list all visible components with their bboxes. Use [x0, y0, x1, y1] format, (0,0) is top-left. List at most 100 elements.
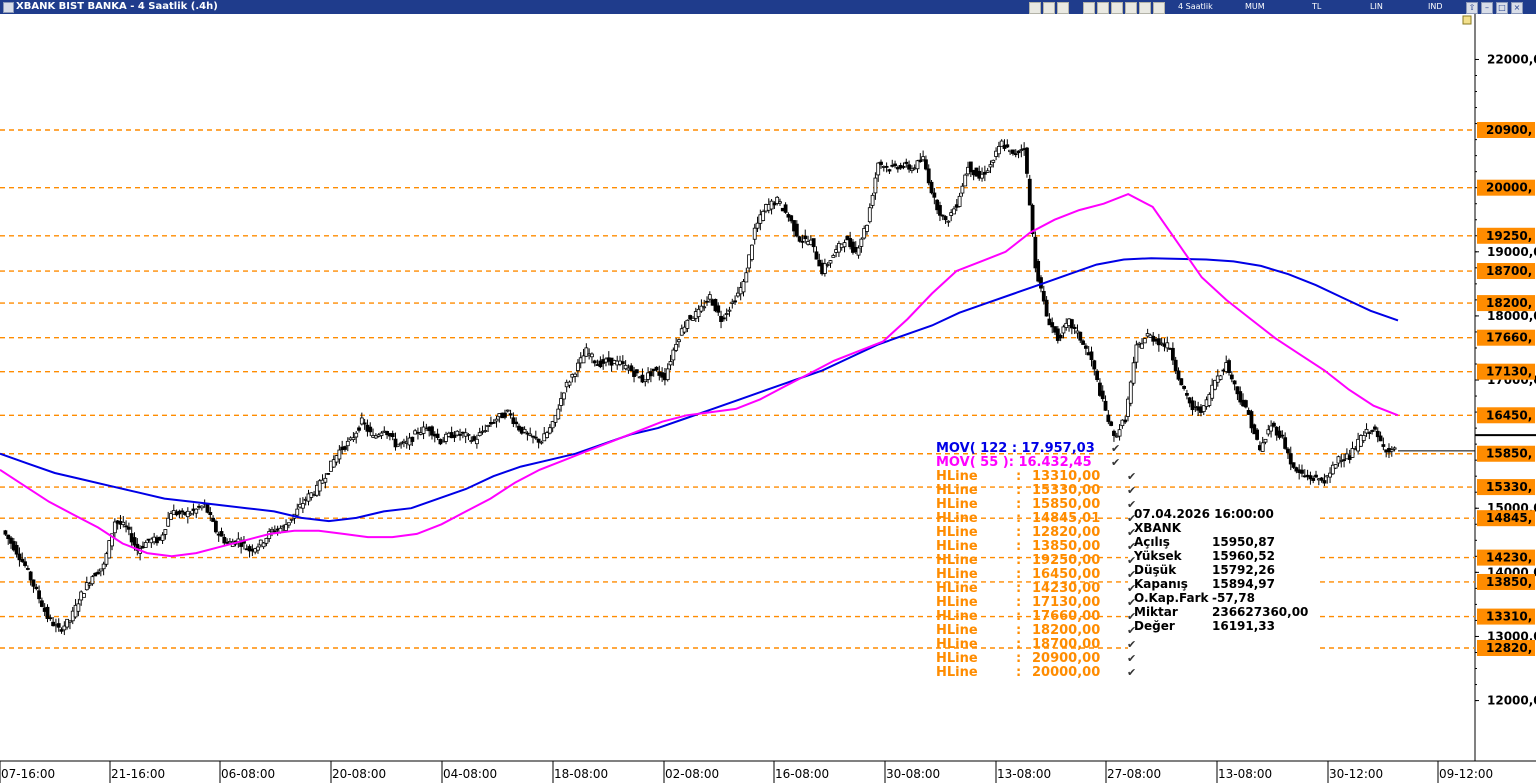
restore-icon[interactable]: ⇧: [1466, 2, 1478, 14]
candle-body[interactable]: [1081, 340, 1085, 345]
candle-body[interactable]: [1342, 459, 1346, 462]
candle-body[interactable]: [699, 305, 704, 312]
candle-body[interactable]: [110, 533, 114, 547]
price-chart[interactable]: 22000,019000,018000,017000,015000,014000…: [0, 14, 1536, 783]
candle-body[interactable]: [921, 156, 926, 161]
candle-body[interactable]: [472, 436, 476, 441]
candle-body[interactable]: [270, 528, 274, 532]
candle-body[interactable]: [665, 368, 670, 381]
candle-body[interactable]: [1361, 435, 1366, 442]
candle-body[interactable]: [1019, 149, 1024, 152]
candle-body[interactable]: [199, 505, 204, 509]
candle-body[interactable]: [247, 546, 252, 552]
toolbar-field-icon[interactable]: [1057, 2, 1069, 14]
chart-type-menu[interactable]: MUM: [1245, 2, 1265, 11]
candle-body[interactable]: [1330, 464, 1335, 475]
candle-body[interactable]: [550, 421, 555, 429]
candle-body[interactable]: [1319, 477, 1324, 481]
candle-body[interactable]: [721, 317, 726, 320]
chart-window-icon[interactable]: [3, 2, 14, 13]
candle-body[interactable]: [870, 194, 875, 206]
candle-body[interactable]: [598, 360, 603, 368]
candle-body[interactable]: [48, 617, 53, 620]
check-icon[interactable]: ✔: [1127, 582, 1137, 595]
candle-body[interactable]: [929, 181, 934, 194]
candle-body[interactable]: [93, 572, 98, 577]
candle-body[interactable]: [261, 542, 266, 548]
candle-body[interactable]: [1156, 338, 1161, 346]
candle-body[interactable]: [705, 300, 709, 303]
candle-body[interactable]: [707, 294, 712, 300]
check-icon[interactable]: ✔: [1127, 498, 1137, 511]
candle-body[interactable]: [1269, 425, 1274, 432]
candle-body[interactable]: [873, 177, 878, 194]
candle-body[interactable]: [112, 521, 117, 534]
candle-body[interactable]: [1025, 147, 1029, 174]
candle-body[interactable]: [256, 546, 260, 551]
candle-body[interactable]: [1011, 149, 1015, 154]
candle-body[interactable]: [702, 306, 707, 309]
candle-body[interactable]: [1238, 391, 1243, 403]
candle-body[interactable]: [1291, 462, 1296, 468]
mov55-line[interactable]: [0, 193, 1399, 558]
candle-body[interactable]: [876, 162, 881, 176]
candle-body[interactable]: [65, 618, 70, 628]
candle-body[interactable]: [1364, 428, 1369, 434]
candle-body[interactable]: [68, 620, 72, 623]
candle-body[interactable]: [126, 526, 131, 530]
candle-body[interactable]: [991, 159, 996, 163]
candle-body[interactable]: [1378, 435, 1383, 442]
settings-icon[interactable]: [1083, 2, 1095, 14]
candle-body[interactable]: [1100, 390, 1105, 400]
candle-body[interactable]: [545, 432, 549, 438]
candle-body[interactable]: [1131, 362, 1136, 384]
candle-body[interactable]: [160, 534, 165, 541]
check-icon[interactable]: ✔: [1127, 554, 1137, 567]
candle-body[interactable]: [1179, 378, 1184, 386]
candle-body[interactable]: [533, 436, 538, 439]
candle-body[interactable]: [14, 544, 19, 555]
candle-body[interactable]: [1235, 386, 1240, 395]
candle-body[interactable]: [399, 442, 404, 445]
candle-body[interactable]: [576, 362, 580, 371]
candle-body[interactable]: [455, 430, 460, 436]
candle-body[interactable]: [20, 558, 25, 562]
candle-body[interactable]: [668, 361, 673, 366]
lock-scale-icon[interactable]: [1462, 15, 1472, 25]
candle-body[interactable]: [1263, 438, 1268, 443]
candle-body[interactable]: [1373, 426, 1377, 430]
candle-body[interactable]: [696, 308, 701, 318]
candle-body[interactable]: [752, 227, 757, 240]
candle-body[interactable]: [410, 436, 415, 442]
candle-body[interactable]: [1103, 400, 1108, 411]
candle-body[interactable]: [188, 512, 193, 516]
candle-body[interactable]: [31, 579, 36, 587]
candle-body[interactable]: [1173, 359, 1178, 372]
lock-icon[interactable]: [1029, 2, 1041, 14]
candle-body[interactable]: [101, 563, 106, 570]
hline-row[interactable]: HLine:17660,00 ✔: [936, 610, 1136, 624]
candle-body[interactable]: [505, 409, 510, 412]
candle-body[interactable]: [1072, 326, 1077, 329]
candle-body[interactable]: [1095, 370, 1100, 381]
candle-body[interactable]: [859, 238, 864, 247]
candle-body[interactable]: [300, 503, 305, 509]
candle-body[interactable]: [1229, 374, 1234, 380]
candle-body[interactable]: [1013, 153, 1018, 156]
candle-body[interactable]: [458, 434, 462, 436]
candle-body[interactable]: [368, 426, 373, 433]
candle-body[interactable]: [828, 260, 833, 264]
candle-body[interactable]: [107, 540, 112, 559]
candle-body[interactable]: [1314, 474, 1318, 478]
candle-body[interactable]: [856, 247, 861, 256]
candle-body[interactable]: [918, 159, 923, 163]
candle-body[interactable]: [430, 426, 434, 436]
candle-body[interactable]: [935, 199, 940, 211]
candle-body[interactable]: [988, 164, 993, 168]
candle-body[interactable]: [104, 553, 109, 565]
candle-body[interactable]: [1036, 261, 1041, 282]
candle-body[interactable]: [1311, 478, 1316, 481]
candle-body[interactable]: [1106, 414, 1111, 422]
candle-body[interactable]: [1190, 400, 1195, 411]
candle-body[interactable]: [1109, 421, 1114, 426]
